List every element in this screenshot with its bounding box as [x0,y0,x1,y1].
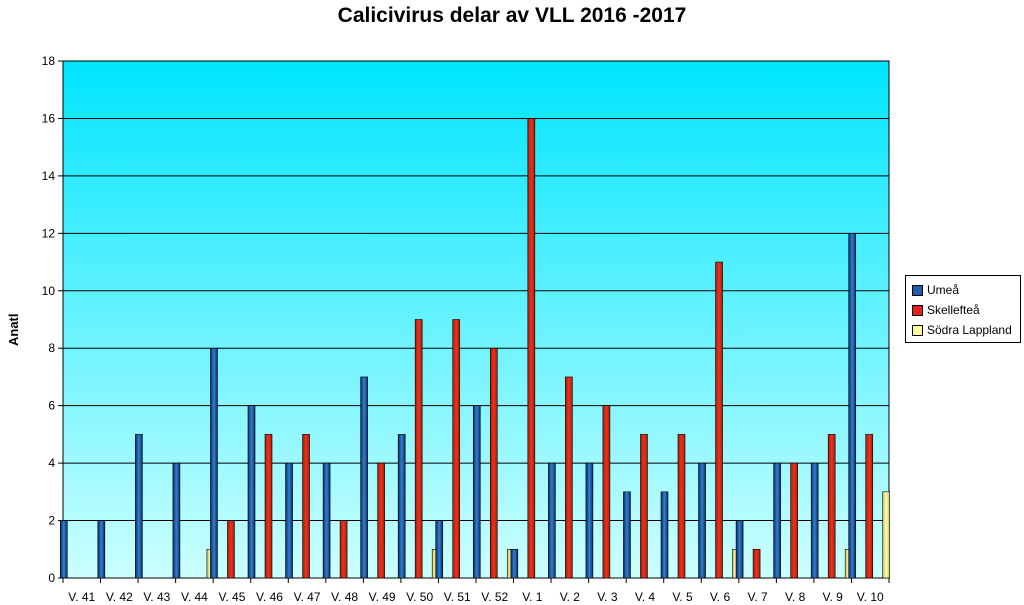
bar-skellefte--v47 [302,434,310,579]
x-tick-label: V. 43 [143,590,170,604]
x-tick-label: V. 51 [444,590,471,604]
bar-ume--v47 [285,462,293,579]
x-tick-label: V. 48 [331,590,358,604]
legend-item-umea: Umeå [912,280,1020,300]
bar-ume--v52 [472,405,481,579]
bar-skellefte--v3 [602,405,611,579]
x-tick-label: V. 7 [747,590,768,604]
bar-ume--v6 [698,462,706,579]
x-tick-label: V. 1 [522,590,543,604]
bar-ume--v49 [360,376,368,579]
x-tick-label: V. 50 [406,590,433,604]
bar-skellefte--v52 [489,347,498,579]
bar-ume--v46 [247,405,256,579]
bar-ume--v42 [97,520,106,579]
y-tick-label: 18 [42,54,56,68]
bar-skellefte--v2 [565,376,573,579]
bar-skellefte--v4 [640,434,648,579]
bar-ume--v1 [510,548,519,579]
bar-ume--v51 [435,520,444,579]
bar-ume--v43 [135,434,143,579]
bar-skellefte--v10 [865,434,874,579]
y-tick-label: 2 [48,514,55,528]
legend-item-sodra-lappland: Södra Lappland [912,320,1020,340]
bar-skellefte--v1 [527,118,536,579]
y-tick-label: 14 [42,169,56,183]
bar-skellefte--v6 [715,261,723,579]
legend-swatch-umea [912,284,923,296]
y-tick-label: 8 [48,341,55,355]
bar-ume--v5 [660,491,669,579]
legend-swatch-sodra-lappland [912,324,923,336]
x-tick-label: V. 47 [294,590,321,604]
bar-ume--v4 [623,491,631,579]
x-tick-label: V. 52 [481,590,508,604]
bar-ume--v48 [322,462,331,579]
bar-skellefte--v48 [339,520,348,579]
bar-ume--v10 [848,233,857,579]
chart-title: Calicivirus delar av VLL 2016 -2017 [337,4,687,27]
x-tick-label: V. 5 [672,590,693,604]
x-tick-label: V. 41 [68,590,95,604]
bar-skellefte--v49 [377,462,385,579]
legend-label-skelleftea: Skellefteå [927,303,980,317]
x-tick-label: V. 3 [597,590,618,604]
legend-item-skelleftea: Skellefteå [912,300,1020,320]
x-tick-label: V. 42 [106,590,133,604]
y-tick-label: 12 [42,226,56,240]
bar-ume--v45 [210,347,218,579]
x-tick-label: V. 44 [181,590,208,604]
legend: Umeå Skellefteå Södra Lappland [905,275,1021,343]
y-tick-label: 6 [48,399,55,413]
legend-label-umea: Umeå [927,283,960,297]
bar-skellefte--v50 [414,319,423,579]
bar-skellefte--v9 [827,434,836,579]
bar-skellefte--v46 [264,434,273,579]
y-tick-label: 4 [48,456,55,470]
x-tick-label: V. 6 [710,590,731,604]
bar-ume--v7 [735,520,744,579]
x-tick-label: V. 4 [635,590,656,604]
bar-ume--v50 [397,434,406,579]
bar-skellefte--v5 [677,434,686,579]
legend-swatch-skelleftea [912,304,923,316]
bar-ume--v41 [59,520,68,579]
bar-ume--v8 [773,462,781,579]
legend-label-sodra-lappland: Södra Lappland [927,323,1012,337]
x-tick-label: V. 10 [857,590,884,604]
x-tick-label: V. 2 [560,590,581,604]
bar-skellefte--v51 [452,319,461,579]
bar-skellefte--v8 [790,462,798,579]
bar-s-dra-lappland-v10 [882,491,891,579]
x-tick-label: V. 8 [785,590,806,604]
x-tick-label: V. 49 [369,590,396,604]
bar-ume--v2 [548,462,556,579]
x-tick-label: V. 46 [256,590,283,604]
bar-ume--v3 [585,462,594,579]
bar-ume--v9 [810,462,819,579]
x-tick-label: V. 45 [218,590,245,604]
y-tick-label: 16 [42,111,56,125]
bar-skellefte--v7 [752,548,761,579]
y-tick-label: 10 [42,284,56,298]
x-tick-label: V. 9 [823,590,844,604]
bar-skellefte--v45 [227,520,235,579]
y-tick-label: 0 [48,571,55,585]
bar-ume--v44 [172,462,181,579]
